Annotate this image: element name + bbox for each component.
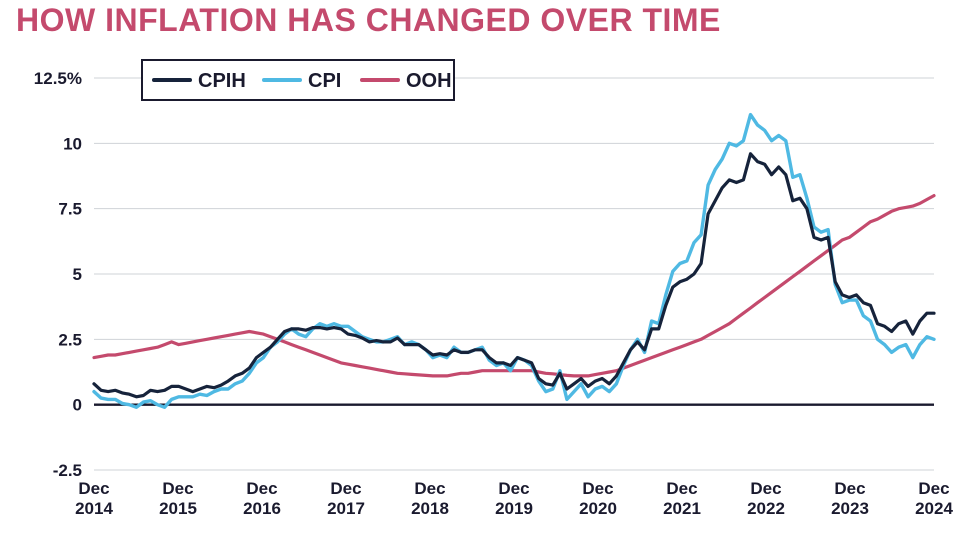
x-tick-label: 2023: [831, 499, 869, 518]
x-tick-label: Dec: [582, 479, 613, 498]
x-tick-label: Dec: [834, 479, 865, 498]
x-tick-label: 2021: [663, 499, 701, 518]
x-tick-label: 2019: [495, 499, 533, 518]
chart-svg: -2.502.557.51012.5%Dec2014Dec2015Dec2016…: [0, 0, 960, 540]
x-tick-label: 2015: [159, 499, 197, 518]
y-tick-label: 10: [63, 134, 82, 153]
x-tick-label: Dec: [750, 479, 781, 498]
x-tick-label: Dec: [162, 479, 193, 498]
x-tick-label: Dec: [414, 479, 445, 498]
y-tick-label: 7.5: [58, 200, 82, 219]
x-tick-label: 2022: [747, 499, 785, 518]
series-ooh: [94, 196, 934, 376]
inflation-line-chart: -2.502.557.51012.5%Dec2014Dec2015Dec2016…: [0, 0, 960, 540]
x-tick-label: Dec: [666, 479, 697, 498]
legend-label-cpih: CPIH: [198, 70, 246, 92]
x-tick-label: Dec: [330, 479, 361, 498]
x-tick-label: 2020: [579, 499, 617, 518]
x-tick-label: 2017: [327, 499, 365, 518]
chart-title: HOW INFLATION HAS CHANGED OVER TIME: [16, 2, 721, 39]
y-tick-label: -2.5: [53, 461, 82, 480]
y-tick-label: 2.5: [58, 330, 82, 349]
x-tick-label: 2024: [915, 499, 953, 518]
x-tick-label: 2016: [243, 499, 281, 518]
y-tick-label: 5: [73, 265, 82, 284]
x-tick-label: Dec: [246, 479, 277, 498]
y-tick-label: 0: [73, 396, 82, 415]
x-tick-label: 2018: [411, 499, 449, 518]
x-tick-label: Dec: [78, 479, 109, 498]
x-tick-label: Dec: [498, 479, 529, 498]
legend-label-ooh: OOH: [406, 70, 452, 92]
series-cpih: [94, 154, 934, 397]
legend-label-cpi: CPI: [308, 70, 341, 92]
x-tick-label: Dec: [918, 479, 949, 498]
y-tick-label: 12.5%: [34, 69, 82, 88]
x-tick-label: 2014: [75, 499, 113, 518]
